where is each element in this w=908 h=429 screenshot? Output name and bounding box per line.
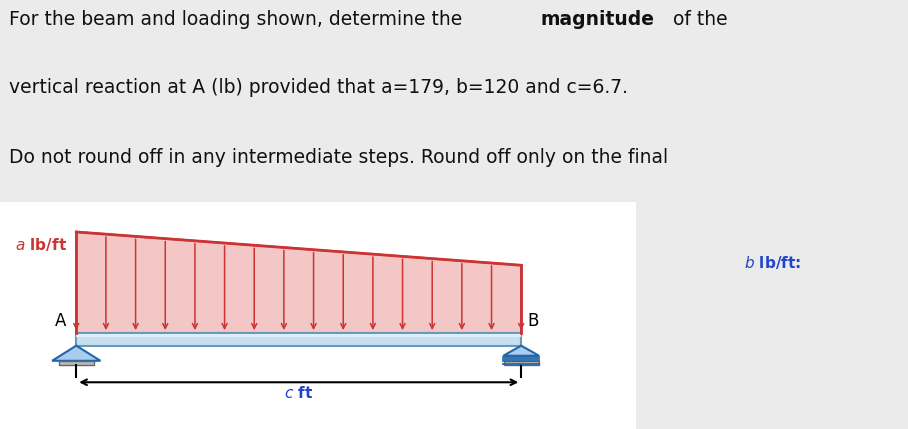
Polygon shape xyxy=(52,346,101,361)
Text: magnitude: magnitude xyxy=(540,10,655,29)
Text: $\it{b}$ lb/ft:: $\it{b}$ lb/ft: xyxy=(744,254,801,271)
Bar xyxy=(76,333,521,346)
Text: of the: of the xyxy=(667,10,728,29)
Text: vertical reaction at A (lb) provided that a=179, b=120 and c=6.7.: vertical reaction at A (lb) provided tha… xyxy=(9,78,628,97)
Text: Do not round off in any intermediate steps. Round off only on the final: Do not round off in any intermediate ste… xyxy=(9,148,668,167)
Text: A: A xyxy=(55,312,67,330)
Text: For the beam and loading shown, determine the: For the beam and loading shown, determin… xyxy=(9,10,469,29)
Text: $\it{c}$ ft: $\it{c}$ ft xyxy=(284,385,313,401)
Text: B: B xyxy=(528,312,539,330)
Polygon shape xyxy=(503,346,539,356)
Bar xyxy=(76,334,521,337)
Bar xyxy=(59,361,94,366)
Bar xyxy=(504,361,538,365)
Polygon shape xyxy=(76,232,521,333)
Text: $\it{a}$ lb/ft: $\it{a}$ lb/ft xyxy=(15,236,67,253)
Text: anwer expressed in 3 decimal places.: anwer expressed in 3 decimal places. xyxy=(9,214,362,233)
